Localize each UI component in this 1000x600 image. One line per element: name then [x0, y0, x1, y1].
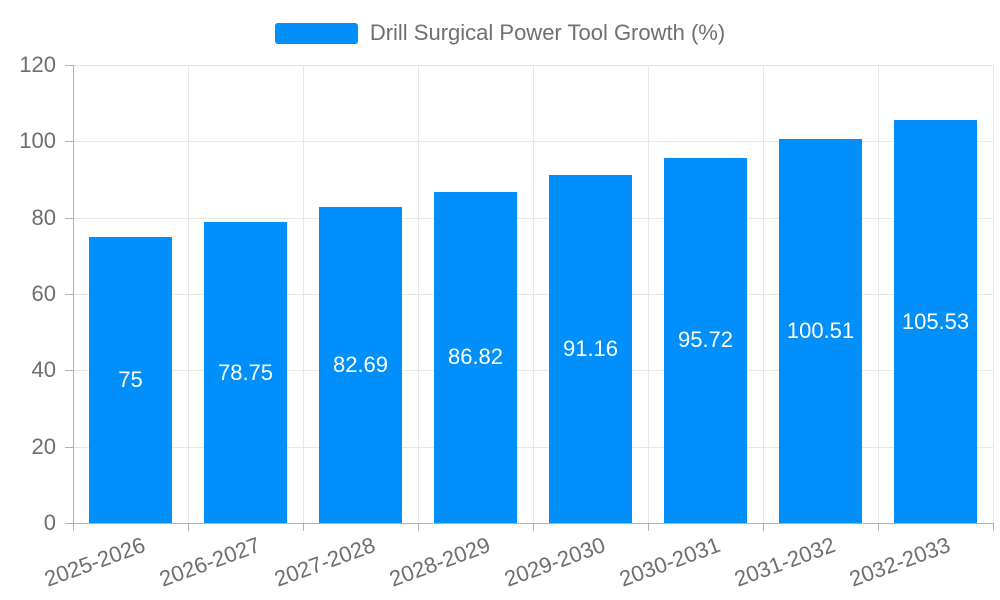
x-tick-label: 2027-2028	[271, 532, 379, 592]
y-tick-label: 60	[31, 281, 56, 306]
bar[interactable]	[664, 157, 747, 523]
gridline-vertical	[878, 65, 879, 523]
legend-label: Drill Surgical Power Tool Growth (%)	[369, 20, 726, 45]
y-tick-label: 120	[19, 52, 56, 77]
y-axis-tick	[65, 370, 73, 372]
x-axis-tick	[303, 523, 304, 531]
x-axis-tick	[188, 523, 189, 531]
x-axis-line	[73, 523, 993, 524]
gridline-vertical	[418, 65, 419, 523]
bar[interactable]	[779, 139, 862, 523]
x-tick-label: 2025-2026	[41, 532, 149, 592]
gridline-vertical	[648, 65, 649, 523]
gridline-vertical	[303, 65, 304, 523]
y-tick-label: 100	[19, 128, 56, 154]
legend-swatch-icon	[274, 22, 358, 44]
y-tick-label: 20	[31, 433, 56, 459]
y-axis-line	[73, 65, 74, 523]
x-tick-label: 2031-2032	[731, 532, 839, 592]
x-axis-tick	[878, 523, 879, 531]
x-tick-label: 2026-2027	[156, 532, 264, 592]
x-axis-tick	[73, 523, 74, 531]
y-axis-tick	[65, 217, 73, 219]
y-tick-label: 0	[43, 510, 56, 535]
y-tick-label: 80	[31, 204, 56, 230]
x-tick-label: 2028-2029	[386, 532, 494, 592]
y-axis-tick	[65, 141, 73, 143]
x-tick-label: 2030-2031	[616, 532, 724, 592]
x-axis-tick	[763, 523, 764, 531]
gridline-vertical	[993, 65, 994, 523]
y-axis-tick	[65, 446, 73, 448]
x-axis-tick	[533, 523, 534, 531]
x-axis-tick	[993, 523, 994, 531]
bar[interactable]	[319, 207, 402, 523]
gridline-vertical	[763, 65, 764, 523]
y-axis-tick	[65, 65, 73, 66]
x-tick-label: 2032-2033	[846, 532, 954, 592]
gridline-vertical	[188, 65, 189, 523]
y-tick-label: 40	[31, 357, 56, 383]
bar[interactable]	[204, 222, 287, 523]
x-axis-tick	[648, 523, 649, 531]
bar[interactable]	[434, 191, 517, 523]
bar[interactable]	[894, 120, 977, 523]
bar[interactable]	[89, 236, 172, 523]
x-tick-label: 2029-2030	[501, 532, 609, 592]
gridline-vertical	[533, 65, 534, 523]
y-axis-tick	[65, 294, 73, 295]
y-axis-tick	[65, 523, 73, 524]
legend-item[interactable]: Drill Surgical Power Tool Growth (%)	[0, 20, 1000, 46]
x-axis-tick	[418, 523, 419, 531]
bar[interactable]	[549, 175, 632, 523]
